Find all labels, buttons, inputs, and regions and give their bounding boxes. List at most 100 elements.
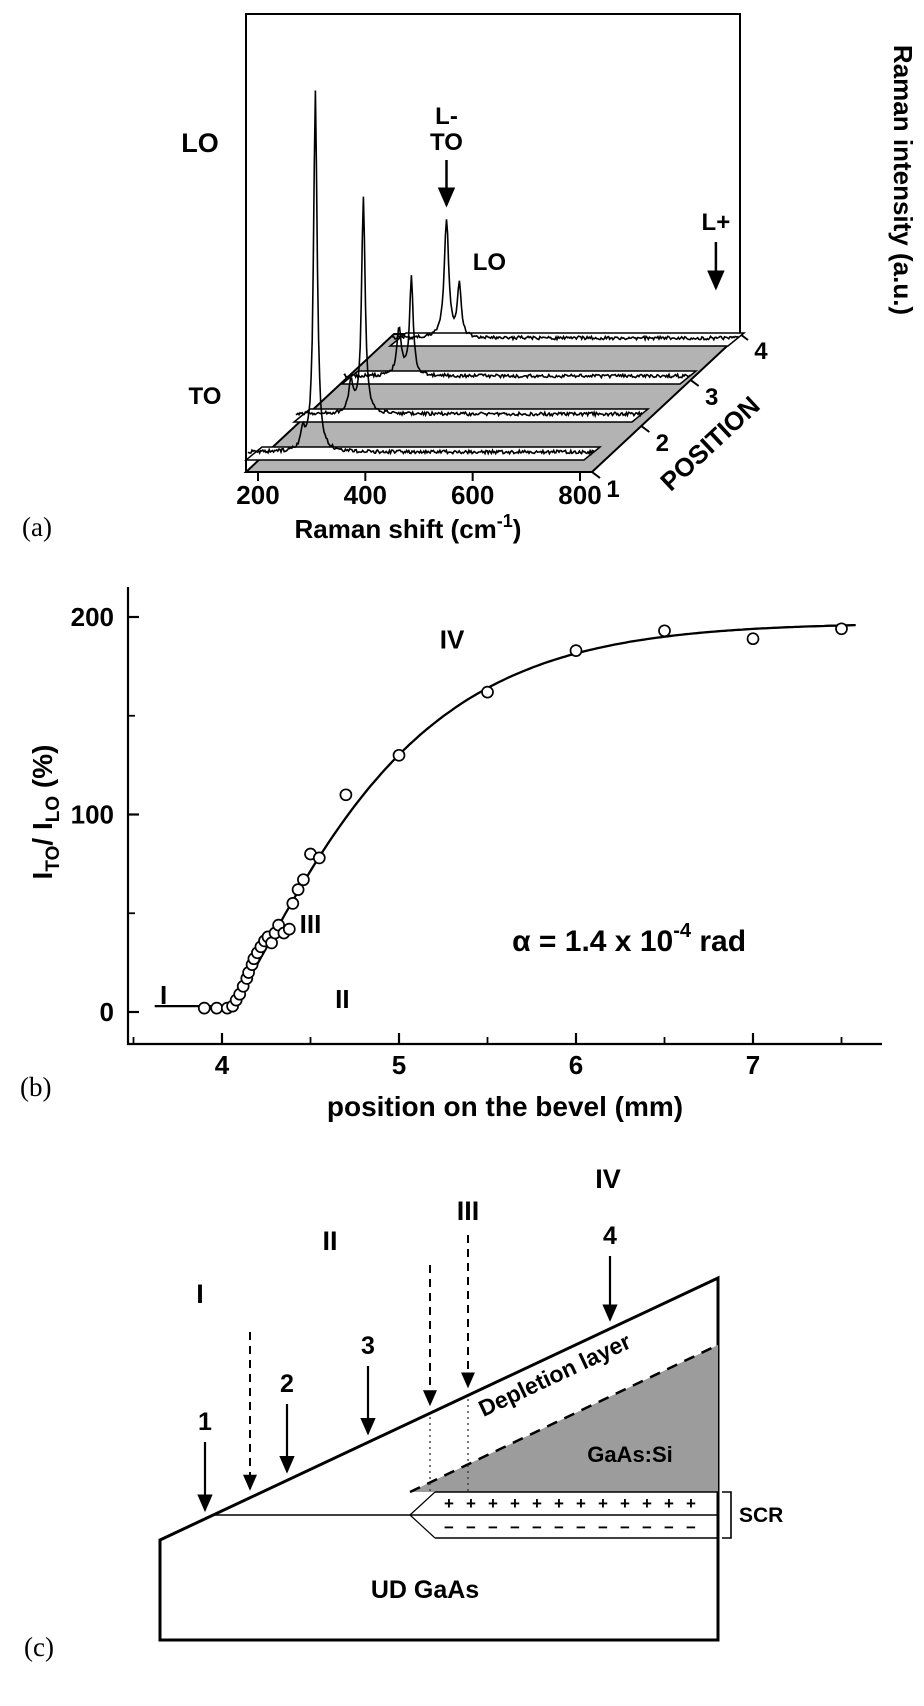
panel-c-letter: (c) — [24, 1632, 54, 1662]
to-peak-label: TO — [189, 383, 222, 410]
data-point — [291, 883, 305, 896]
spectrum-curve-1 — [247, 90, 596, 456]
panel-b-letter: (b) — [20, 1072, 52, 1102]
data-point — [286, 897, 300, 910]
plus-charge-symbol: + — [598, 1494, 608, 1513]
spectrum-base-1 — [243, 446, 603, 461]
scr-taper-top — [409, 1491, 436, 1516]
region-label-II: II — [335, 984, 349, 1014]
region-marker-II: II — [322, 1226, 337, 1256]
plus-charge-symbol: + — [444, 1494, 454, 1513]
to-coupled-label: TO — [430, 129, 463, 156]
spectrum-curve-3 — [343, 275, 691, 380]
minus-charge-symbol: − — [510, 1518, 520, 1537]
minus-charge-symbol: − — [488, 1518, 498, 1537]
region-label-I: I — [160, 980, 167, 1010]
data-point — [392, 748, 406, 762]
x-tick-label: 200 — [236, 480, 279, 510]
x-tick-label: 600 — [451, 480, 494, 510]
data-point — [339, 788, 353, 802]
plus-charge-symbol: + — [664, 1494, 674, 1513]
svg-text:Raman intensity (a.u.): Raman intensity (a.u.) — [888, 45, 918, 315]
x-tick-label: 4 — [215, 1050, 230, 1080]
position-tick — [690, 379, 700, 387]
alpha-annotation: α = 1.4 x 10-4 rad — [512, 920, 746, 958]
gaas-si-label: GaAs:Si — [587, 1442, 673, 1467]
axes — [126, 587, 882, 1046]
data-point — [197, 1001, 211, 1015]
minus-charge-symbol: − — [620, 1518, 630, 1537]
position-marker-1: 1 — [198, 1408, 212, 1436]
region-marker-III: III — [457, 1196, 480, 1226]
scr-bracket — [722, 1491, 732, 1539]
x-tick-label: 7 — [746, 1050, 760, 1080]
data-point — [312, 851, 326, 865]
region-label-IV: IV — [440, 625, 465, 655]
position-tick-label: 1 — [606, 476, 619, 503]
minus-charge-symbol: − — [532, 1518, 542, 1537]
plus-charge-symbol: + — [466, 1494, 476, 1513]
spectrum-curve-4 — [391, 219, 739, 343]
spectrum-curve-2 — [295, 196, 644, 419]
position-tick-label: 3 — [705, 384, 718, 411]
position-marker-3: 3 — [361, 1332, 375, 1360]
y-tick-label: 0 — [100, 997, 114, 1027]
scr-label: SCR — [739, 1504, 783, 1527]
plus-charge-symbol: + — [554, 1494, 564, 1513]
plus-charge-symbol: + — [620, 1494, 630, 1513]
plus-charge-symbol: + — [686, 1494, 696, 1513]
lo4-peak-label: LO — [473, 249, 506, 276]
axes-frame — [245, 13, 741, 472]
plus-charge-symbol: + — [642, 1494, 652, 1513]
l-plus-label: L+ — [702, 209, 731, 236]
plus-charge-symbol: + — [532, 1494, 542, 1513]
svg-text:ITO/ ILO (%): ITO/ ILO (%) — [27, 745, 64, 880]
x-tick-label: 6 — [569, 1050, 583, 1080]
data-point — [658, 624, 671, 638]
position-tick-label: 4 — [754, 338, 768, 365]
minus-charge-symbol: − — [554, 1518, 564, 1537]
position-marker-4: 4 — [603, 1222, 617, 1250]
plus-charge-symbol: + — [510, 1494, 520, 1513]
x-tick-label: 400 — [344, 480, 387, 510]
position-marker-2: 2 — [280, 1370, 294, 1398]
position-tick-label: 2 — [656, 430, 669, 457]
region-marker-I: I — [196, 1279, 204, 1309]
x-tick-label: 5 — [392, 1050, 406, 1080]
x-tick-label: 800 — [558, 480, 601, 510]
position-tick — [591, 471, 601, 479]
data-point — [835, 622, 848, 636]
data-point — [481, 685, 494, 699]
data-point — [282, 922, 296, 936]
panel-a-letter: (a) — [22, 512, 52, 542]
ud-gaas-label: UD GaAs — [371, 1576, 479, 1604]
y-axis-title: ITO/ ILO (%) — [27, 745, 64, 880]
plus-charge-symbol: + — [488, 1494, 498, 1513]
data-point — [297, 873, 310, 887]
data-point — [569, 644, 583, 657]
minus-charge-symbol: − — [664, 1518, 674, 1537]
scr-taper-bottom — [409, 1514, 436, 1539]
lo-peak-label: LO — [181, 128, 219, 158]
minus-charge-symbol: − — [598, 1518, 608, 1537]
minus-charge-symbol: − — [444, 1518, 454, 1537]
data-point — [746, 632, 760, 646]
l-minus-label: L- — [435, 103, 458, 130]
y-tick-label: 200 — [71, 602, 114, 632]
position-tick — [640, 425, 650, 433]
plus-charge-symbol: + — [576, 1494, 586, 1513]
region-label-III: III — [300, 909, 322, 939]
minus-charge-symbol: − — [642, 1518, 652, 1537]
minus-charge-symbol: − — [466, 1518, 476, 1537]
data-point — [210, 1001, 224, 1015]
region-marker-IV: IV — [595, 1164, 621, 1194]
sample-outline — [158, 1275, 720, 1642]
y-tick-label: 100 — [71, 800, 114, 830]
raman-shift-axis-title: Raman shift (cm-1) — [295, 511, 522, 544]
intensity-axis-title: Raman intensity (a.u.) — [888, 45, 918, 315]
minus-charge-symbol: − — [686, 1518, 696, 1537]
minus-charge-symbol: − — [576, 1518, 586, 1537]
panel-c-bevel-diagram: +−+−+−+−+−+−+−+−+−+−+−+−IIIIIIIV1234Depl… — [158, 1164, 783, 1642]
